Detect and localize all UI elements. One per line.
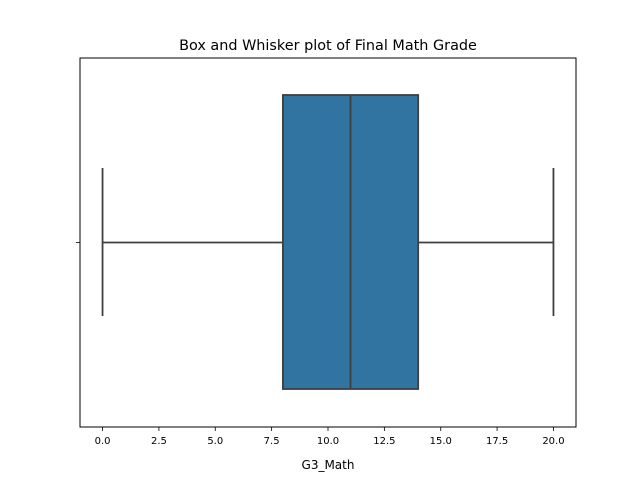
x-tick-label: 15.0	[430, 436, 452, 447]
x-tick-label: 2.5	[151, 436, 167, 447]
x-tick-label: 20.0	[542, 436, 564, 447]
x-tick-label: 5.0	[207, 436, 223, 447]
x-tick-label: 0.0	[95, 436, 111, 447]
chart-title: Box and Whisker plot of Final Math Grade	[179, 38, 477, 54]
box-plot	[101, 94, 555, 390]
x-tick-label: 12.5	[373, 436, 395, 447]
x-axis: 0.0 2.5 5.0 7.5 10.0 12.5 15.0 17.5 20.0	[95, 427, 565, 447]
x-axis-label: G3_Math	[302, 458, 355, 472]
x-tick-label: 7.5	[264, 436, 280, 447]
x-tick-label: 17.5	[486, 436, 508, 447]
x-tick-label: 10.0	[317, 436, 339, 447]
